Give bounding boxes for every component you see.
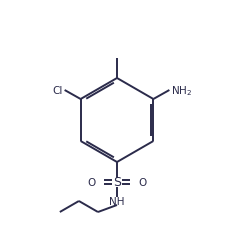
Text: O: O (138, 177, 146, 187)
Text: O: O (88, 177, 96, 187)
Text: S: S (113, 176, 121, 189)
Text: NH$_2$: NH$_2$ (171, 84, 193, 97)
Text: NH: NH (109, 196, 125, 206)
Text: Cl: Cl (52, 86, 63, 96)
